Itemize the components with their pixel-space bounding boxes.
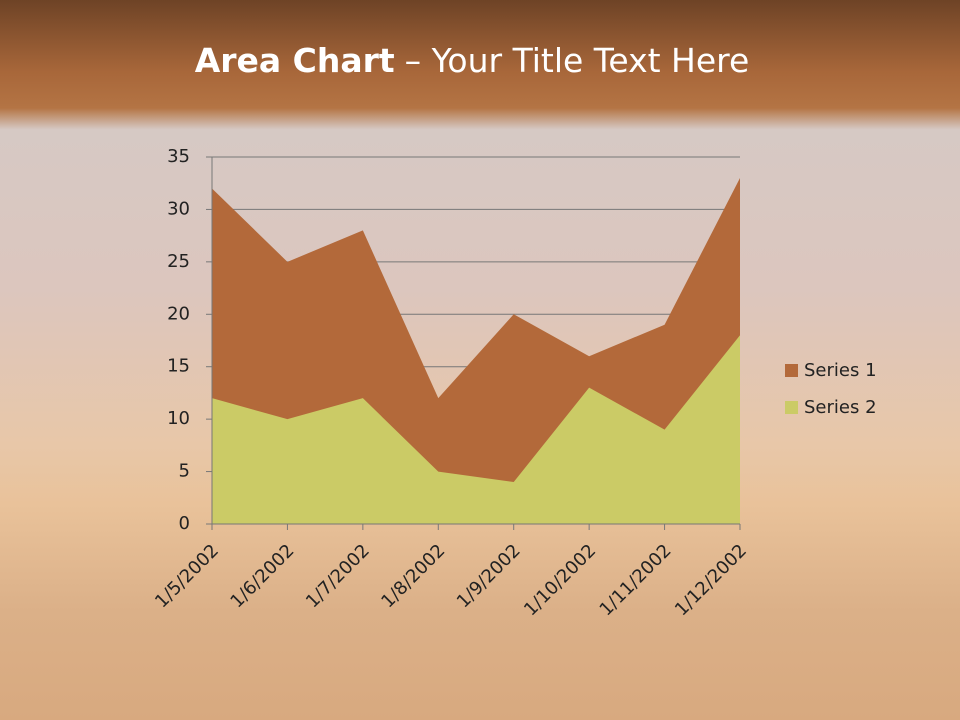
title-bold: Area Chart <box>195 41 395 80</box>
x-tick-label: 1/7/2002 <box>302 540 374 612</box>
y-tick-label: 25 <box>167 251 190 272</box>
x-tick-label: 1/10/2002 <box>520 540 600 620</box>
x-tick-label: 1/8/2002 <box>377 540 449 612</box>
area <box>212 335 740 524</box>
legend-swatch <box>785 401 798 414</box>
y-tick-label: 5 <box>179 461 190 482</box>
y-tick-label: 35 <box>167 146 190 167</box>
y-tick-label: 20 <box>167 303 190 324</box>
legend-swatch <box>785 364 798 377</box>
x-tick-label: 1/6/2002 <box>226 540 298 612</box>
y-tick-label: 15 <box>167 356 190 377</box>
x-tick-label: 1/9/2002 <box>453 540 525 612</box>
y-tick-label: 10 <box>167 408 190 429</box>
x-tick-label: 1/11/2002 <box>596 540 676 620</box>
y-tick-label: 0 <box>179 513 190 534</box>
title-rest: – Your Title Text Here <box>405 41 750 80</box>
chart-title: Area Chart – Your Title Text Here <box>195 41 750 80</box>
x-tick-label: 1/12/2002 <box>671 540 751 620</box>
legend-label: Series 2 <box>804 397 877 418</box>
legend-label: Series 1 <box>804 360 877 381</box>
x-tick-label: 1/5/2002 <box>151 540 223 612</box>
y-tick-label: 30 <box>167 198 190 219</box>
